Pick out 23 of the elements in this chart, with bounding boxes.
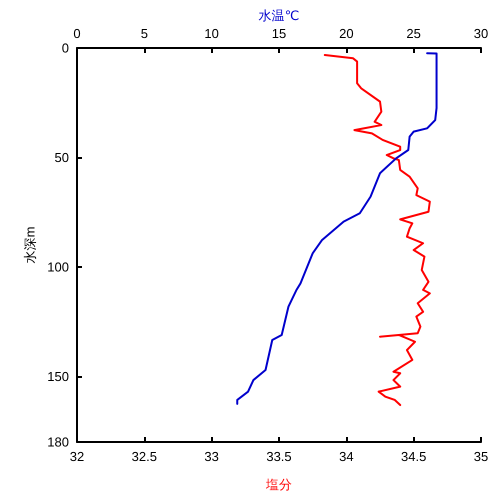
x-tick-label: 34 (339, 449, 354, 464)
x2-tick-label: 20 (339, 26, 354, 41)
x-axis-title: 塩分 (265, 477, 292, 492)
y-tick-label: 0 (62, 40, 69, 56)
x2-tick-label: 25 (406, 26, 421, 41)
y-tick-label: 100 (47, 259, 69, 274)
x-tick-label: 33 (204, 449, 219, 464)
y-tick-label: 150 (47, 368, 69, 384)
y-axis-title: 水深m (22, 226, 38, 264)
x2-tick-label: 5 (140, 26, 148, 41)
x-tick-label: 33.5 (266, 449, 292, 464)
x2-tick-label: 30 (474, 26, 488, 41)
x-tick-label: 32.5 (132, 449, 157, 464)
x2-tick-label: 10 (204, 26, 219, 41)
x-tick-label: 35 (474, 449, 488, 464)
x2-tick-label: 0 (73, 26, 81, 41)
y-tick-label: 180 (47, 434, 69, 450)
line-series (324, 54, 431, 406)
x-tick-label: 34.5 (401, 449, 426, 464)
y-tick-label: 50 (54, 150, 69, 165)
x2-tick-label: 15 (272, 26, 286, 41)
x-tick-label: 32 (70, 449, 84, 464)
x2-axis-title: 水温℃ (258, 8, 300, 23)
